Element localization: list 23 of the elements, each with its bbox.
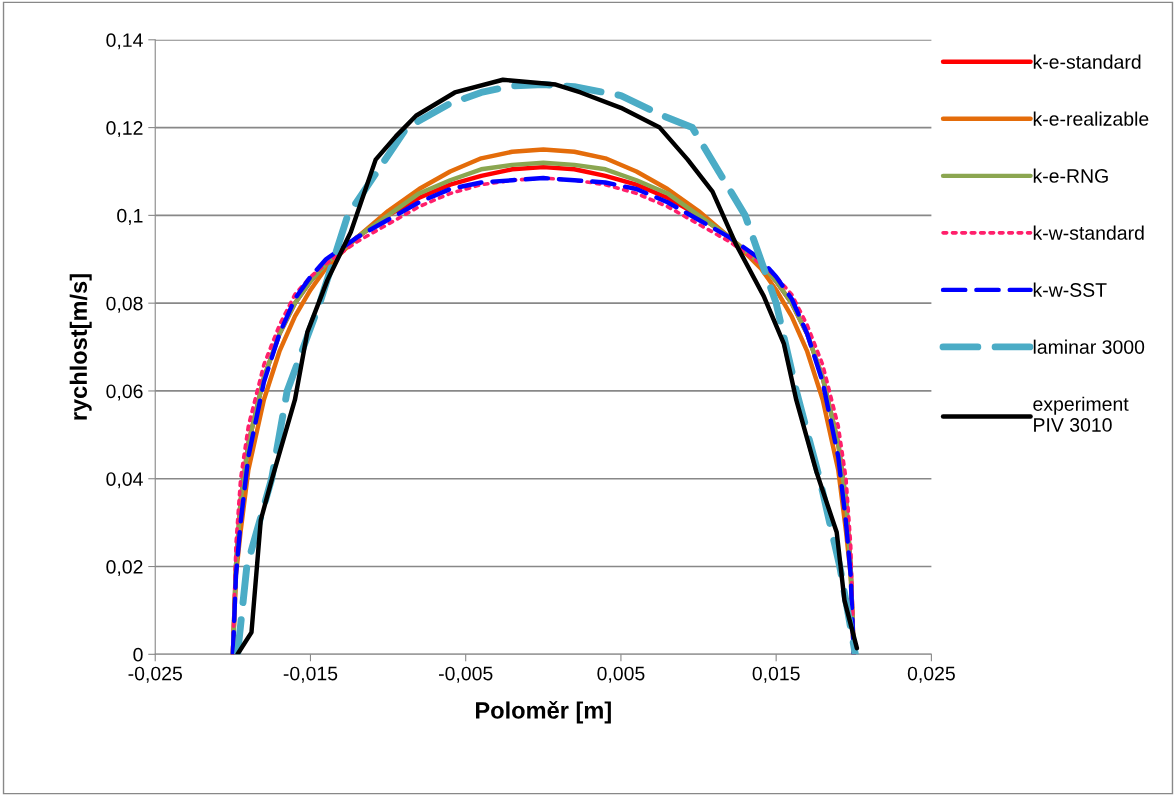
- legend-label: laminar 3000: [1033, 339, 1145, 354]
- legend-label: k-e-standard: [1033, 54, 1141, 69]
- y-tick-label: 0,08: [106, 296, 143, 313]
- legend-label: k-w-SST: [1033, 282, 1107, 297]
- legend-label: experiment PIV 3010: [1033, 396, 1129, 432]
- y-tick-label: 0,14: [106, 33, 143, 50]
- y-tick-label: 0,06: [106, 384, 143, 401]
- x-tick-label: -0,005: [438, 666, 493, 683]
- x-tick-label: -0,025: [128, 666, 182, 683]
- legend-label: k-w-standard: [1033, 225, 1144, 240]
- x-tick-label: -0,015: [283, 666, 338, 683]
- y-axis-title: rychlost[m/s]: [69, 274, 92, 420]
- x-axis-title: Poloměr [m]: [476, 700, 611, 724]
- x-tick-label: 0,025: [907, 666, 955, 683]
- x-tick-label: 0,015: [752, 666, 800, 683]
- y-tick-label: 0,04: [106, 472, 143, 489]
- y-tick-label: 0,02: [106, 559, 143, 577]
- x-tick-label: 0,005: [597, 666, 645, 683]
- y-tick-label: 0: [133, 647, 143, 662]
- y-tick-label: 0,12: [106, 121, 143, 138]
- legend-label: k-e-realizable: [1033, 111, 1149, 126]
- legend-label: k-e-RNG: [1033, 168, 1108, 183]
- y-tick-label: 0,1: [117, 208, 143, 225]
